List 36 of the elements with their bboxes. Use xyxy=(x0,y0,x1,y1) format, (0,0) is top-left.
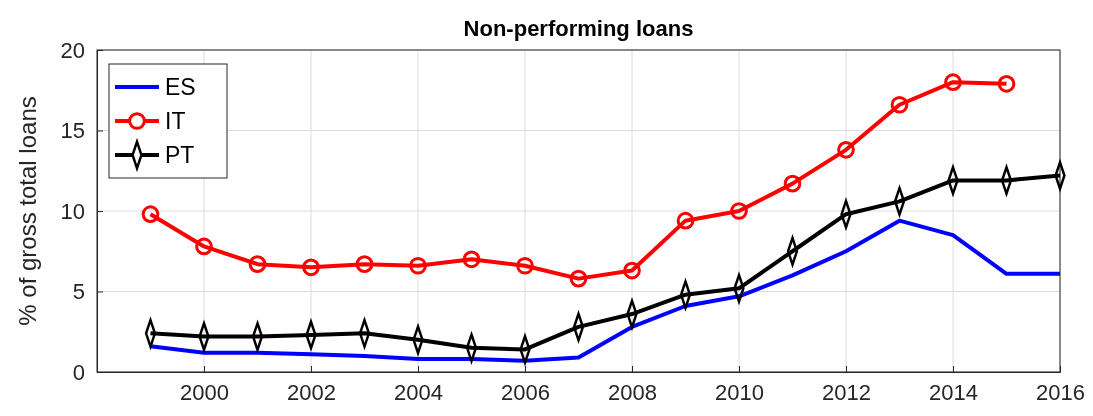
y-tick-label: 5 xyxy=(72,279,85,305)
point xyxy=(944,73,962,92)
chart-title: Non-performing loans xyxy=(463,16,694,41)
point xyxy=(248,255,267,273)
point xyxy=(302,258,320,277)
x-tick-label: 2014 xyxy=(929,379,978,405)
x-tick-label: 2006 xyxy=(501,379,550,405)
x-tick-label: 2010 xyxy=(715,379,764,405)
x-tick-label: 2008 xyxy=(608,379,657,405)
point xyxy=(623,261,641,280)
point xyxy=(516,256,534,275)
x-tick-label: 2004 xyxy=(394,379,443,405)
y-tick-label: 20 xyxy=(60,37,85,63)
point xyxy=(890,95,909,114)
point xyxy=(141,205,160,224)
y-tick-label: 0 xyxy=(72,359,85,385)
y-tick-label: 10 xyxy=(60,198,85,224)
x-tick-label: 2012 xyxy=(822,379,871,405)
point xyxy=(997,74,1016,93)
point xyxy=(195,237,213,256)
y-tick-label: 15 xyxy=(60,118,85,144)
point xyxy=(730,202,748,220)
point xyxy=(676,211,695,230)
x-tick-label: 2002 xyxy=(287,379,336,405)
legend-label: ES xyxy=(165,74,196,100)
point xyxy=(783,174,802,193)
y-axis-title: % of gross total loans xyxy=(14,96,41,326)
legend-label: IT xyxy=(165,108,186,134)
point xyxy=(569,269,588,288)
point xyxy=(837,140,855,159)
x-tick-label: 2016 xyxy=(1036,379,1085,405)
legend-label: PT xyxy=(165,142,195,168)
point xyxy=(462,250,481,269)
point xyxy=(409,256,427,275)
x-tick-label: 2000 xyxy=(180,379,229,405)
point xyxy=(355,255,374,273)
